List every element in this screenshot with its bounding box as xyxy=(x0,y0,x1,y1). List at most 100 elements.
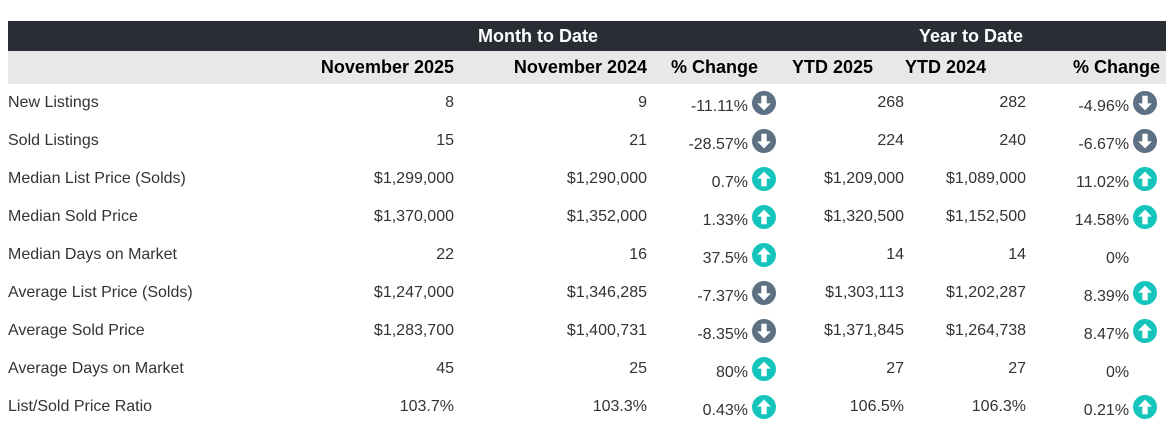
mtd-percent-change-cell: 0.43% xyxy=(648,388,777,426)
market-stats-table: Month to Date Year to Date November 2025… xyxy=(8,21,1167,426)
ytd-percent-change-value: 0.21% xyxy=(1083,402,1130,419)
mtd-2025-value: $1,370,000 xyxy=(373,208,454,225)
ytd-2024-value: 14 xyxy=(1008,246,1027,263)
mtd-percent-change-value: 80% xyxy=(716,364,749,381)
row-metric-label: List/Sold Price Ratio xyxy=(8,398,153,415)
mtd-2024-value: 103.3% xyxy=(592,398,647,415)
column-header-row: November 2025 November 2024 % Change YTD… xyxy=(8,51,1167,84)
ytd-percent-change-cell: 8.47% xyxy=(1027,312,1166,350)
mtd-percent-change-value: 0.7% xyxy=(711,174,749,191)
mtd-percent-change-value: -8.35% xyxy=(697,326,749,343)
ytd-2025-value: 14 xyxy=(886,246,905,263)
row-metric-label: New Listings xyxy=(8,94,99,111)
row-metric-label: Sold Listings xyxy=(8,132,99,149)
ytd-percent-change-value: 11.02% xyxy=(1075,174,1130,191)
mtd-2025-value: $1,247,000 xyxy=(373,284,454,301)
ytd-2024-value: $1,264,738 xyxy=(945,322,1027,339)
column-header-mtd-percent-change: % Change xyxy=(648,51,777,84)
ytd-percent-change-value: 0% xyxy=(1105,364,1130,381)
column-header-november-2025: November 2025 xyxy=(300,51,455,84)
mtd-percent-change-value: -11.11% xyxy=(690,98,749,115)
up-arrow-icon xyxy=(752,243,777,267)
ytd-2024-value: 240 xyxy=(999,132,1027,149)
table-row: Median List Price (Solds) $1,299,000 $1,… xyxy=(8,160,1166,198)
mtd-percent-change-value: 37.5% xyxy=(702,250,749,267)
mtd-percent-change-value: -7.37% xyxy=(697,288,749,305)
mtd-2025-value: $1,283,700 xyxy=(373,322,454,339)
mtd-2025-value: 8 xyxy=(445,94,454,111)
mtd-percent-change-value: 0.43% xyxy=(702,402,749,419)
ytd-2025-value: 27 xyxy=(886,360,905,377)
market-stats-report: Month to Date Year to Date November 2025… xyxy=(8,21,1167,426)
up-arrow-icon xyxy=(752,205,777,229)
down-arrow-icon xyxy=(752,281,777,305)
ytd-percent-change-value: 8.47% xyxy=(1083,326,1130,343)
up-arrow-icon xyxy=(1133,281,1158,305)
row-metric-label: Average Days on Market xyxy=(8,360,184,377)
ytd-2025-value: $1,303,113 xyxy=(825,284,905,301)
mtd-percent-change-value: 1.33% xyxy=(702,212,749,229)
down-arrow-icon xyxy=(1133,129,1158,153)
ytd-2024-value: $1,152,500 xyxy=(945,208,1027,225)
ytd-2025-value: $1,320,500 xyxy=(823,208,905,225)
ytd-2025-value: 268 xyxy=(877,94,905,111)
row-metric-label: Average List Price (Solds) xyxy=(8,284,193,301)
group-header-year-to-date: Year to Date xyxy=(776,21,1167,51)
up-arrow-icon xyxy=(752,395,777,419)
mtd-percent-change-cell: 80% xyxy=(648,350,777,388)
row-metric-label: Median Days on Market xyxy=(8,246,177,263)
down-arrow-icon xyxy=(752,129,777,153)
up-arrow-icon xyxy=(1133,205,1158,229)
ytd-percent-change-cell: 11.02% xyxy=(1027,160,1166,198)
column-header-november-2024: November 2024 xyxy=(455,51,648,84)
down-arrow-icon xyxy=(752,319,777,343)
mtd-2024-value: 21 xyxy=(629,132,647,149)
ytd-2025-value: $1,371,845 xyxy=(823,322,905,339)
table-row: Average List Price (Solds) $1,247,000 $1… xyxy=(8,274,1166,312)
row-metric-label: Average Sold Price xyxy=(8,322,145,339)
mtd-percent-change-value: -28.57% xyxy=(688,136,749,153)
icon-placeholder xyxy=(1133,243,1157,267)
mtd-percent-change-cell: 1.33% xyxy=(648,198,777,236)
row-metric-label: Median List Price (Solds) xyxy=(8,170,186,187)
column-header-spacer xyxy=(8,51,300,84)
row-metric-label: Median Sold Price xyxy=(8,208,138,225)
down-arrow-icon xyxy=(1133,91,1158,115)
table-row: New Listings 8 9 -11.11% 268 282 -4.96% xyxy=(8,84,1166,122)
table-row: Median Days on Market 22 16 37.5% 14 14 … xyxy=(8,236,1166,274)
icon-placeholder xyxy=(1133,357,1157,381)
mtd-2024-value: $1,346,285 xyxy=(566,284,647,301)
ytd-2025-value: 106.5% xyxy=(849,398,905,415)
column-header-ytd-percent-change: % Change xyxy=(1027,51,1167,84)
mtd-2024-value: $1,352,000 xyxy=(566,208,647,225)
ytd-2024-value: $1,202,287 xyxy=(945,284,1027,301)
up-arrow-icon xyxy=(1133,167,1158,191)
table-row: Median Sold Price $1,370,000 $1,352,000 … xyxy=(8,198,1166,236)
ytd-percent-change-value: -4.96% xyxy=(1078,98,1130,115)
ytd-percent-change-cell: -6.67% xyxy=(1027,122,1166,160)
table-row: List/Sold Price Ratio 103.7% 103.3% 0.43… xyxy=(8,388,1166,426)
group-header-month-to-date: Month to Date xyxy=(300,21,777,51)
ytd-percent-change-cell: 8.39% xyxy=(1027,274,1166,312)
mtd-2025-value: 15 xyxy=(436,132,454,149)
group-header-spacer xyxy=(8,21,300,51)
mtd-2025-value: $1,299,000 xyxy=(373,170,454,187)
mtd-percent-change-cell: 0.7% xyxy=(648,160,777,198)
mtd-2025-value: 45 xyxy=(436,360,454,377)
table-row: Sold Listings 15 21 -28.57% 224 240 -6.6… xyxy=(8,122,1166,160)
mtd-percent-change-cell: -7.37% xyxy=(648,274,777,312)
ytd-2025-value: 224 xyxy=(877,132,905,149)
ytd-percent-change-value: 14.58% xyxy=(1074,212,1130,229)
ytd-2024-value: 106.3% xyxy=(971,398,1027,415)
up-arrow-icon xyxy=(1133,395,1158,419)
mtd-2024-value: 16 xyxy=(629,246,647,263)
ytd-2024-value: 27 xyxy=(1008,360,1027,377)
ytd-2024-value: $1,089,000 xyxy=(945,170,1027,187)
mtd-percent-change-cell: -8.35% xyxy=(648,312,777,350)
table-row: Average Days on Market 45 25 80% 27 27 0… xyxy=(8,350,1166,388)
mtd-percent-change-cell: -11.11% xyxy=(648,84,777,122)
mtd-2024-value: 9 xyxy=(638,94,647,111)
ytd-percent-change-cell: -4.96% xyxy=(1027,84,1166,122)
mtd-percent-change-cell: -28.57% xyxy=(648,122,777,160)
ytd-2025-value: $1,209,000 xyxy=(823,170,905,187)
